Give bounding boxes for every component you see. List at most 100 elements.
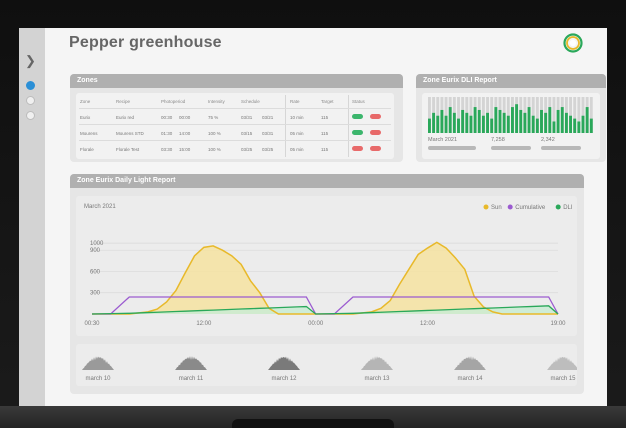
timeline-day-sparkline[interactable] xyxy=(547,356,577,370)
dli-bar-bg xyxy=(469,97,473,133)
dli-bar xyxy=(481,115,485,133)
dli-bar-bg xyxy=(444,97,448,133)
timeline-date-label[interactable]: march 12 xyxy=(271,376,297,382)
row-divider xyxy=(79,108,391,109)
timeline-day-sparkline[interactable] xyxy=(361,356,393,370)
zone-status-pill[interactable] xyxy=(352,146,363,151)
zone-name: Florale xyxy=(80,147,94,152)
sidebar-item-1[interactable] xyxy=(26,81,35,90)
daily-light-chart: March 2021 300 600 900 1000 00:30 12:00 00:00 1… xyxy=(76,196,577,336)
zone-rate: 05 min xyxy=(290,147,304,152)
zone-photoperiod-start: 01:30 xyxy=(161,131,173,136)
dli-month: March 2021 xyxy=(428,137,458,143)
zones-col-header: Target xyxy=(321,99,334,104)
timeline-date-label[interactable]: march 11 xyxy=(179,376,204,382)
zone-schedule-end: 03/21 xyxy=(262,115,274,120)
legend-swatch xyxy=(483,204,489,210)
zone-schedule-start: 03/15 xyxy=(241,131,253,136)
zone-recipe: Mourens STD xyxy=(116,131,144,136)
dli-bar xyxy=(544,112,548,133)
timeline-day-sparkline[interactable] xyxy=(454,356,486,370)
dli-bar xyxy=(585,107,589,133)
dli-bar-bg xyxy=(535,97,539,133)
timeline-day-sparkline[interactable] xyxy=(82,356,114,370)
zone-name: Mourens xyxy=(80,131,98,136)
zones-col-header: Photoperiod xyxy=(161,99,186,104)
y-tick-label: 600 xyxy=(90,269,101,275)
x-tick-label: 00:00 xyxy=(308,321,324,327)
zone-status-pill[interactable] xyxy=(352,130,363,135)
zone-recipe: Eurix red xyxy=(116,115,135,120)
timeline-date-label[interactable]: march 13 xyxy=(364,376,390,382)
dli-bar xyxy=(577,121,581,133)
dli-bar-bg xyxy=(481,97,485,133)
zone-status-pill[interactable] xyxy=(352,114,363,119)
dli-stat-avg: 2,342 xyxy=(541,137,555,143)
dli-stat-total: 7,258 xyxy=(491,137,505,143)
zones-col-header: Intensity xyxy=(208,99,225,104)
dli-bar-bg xyxy=(531,97,535,133)
daily-light-report-panel: Zone Eurix Daily Light Report March 2021… xyxy=(70,174,584,394)
timeline-date-label[interactable]: march 14 xyxy=(457,376,483,382)
zones-panel: Zones Zone Recipe Photoperiod Intensity Sche… xyxy=(70,74,403,162)
dli-bar xyxy=(498,109,502,133)
zones-col-header: Zone xyxy=(80,99,91,104)
zone-status-pill[interactable] xyxy=(370,130,381,135)
dli-report-title: Zone Eurix DLI Report xyxy=(416,74,606,88)
timeline-day-sparkline[interactable] xyxy=(175,356,207,370)
dli-placeholder-bar xyxy=(491,146,531,150)
zone-recipe: Florale Test xyxy=(116,147,140,152)
zone-schedule-end: 03/25 xyxy=(262,147,274,152)
row-divider xyxy=(79,124,391,125)
sidebar: ❯ xyxy=(19,28,45,406)
dli-bar xyxy=(440,109,444,133)
dli-bar-bg xyxy=(577,97,581,133)
zone-status-pill[interactable] xyxy=(370,146,381,151)
dli-bar-bg xyxy=(573,97,577,133)
dli-bar-bg xyxy=(552,97,556,133)
dli-bar xyxy=(523,112,527,133)
zones-panel-title: Zones xyxy=(70,74,403,88)
legend-swatch xyxy=(555,204,561,210)
zone-photoperiod-end: 15:00 xyxy=(179,147,191,152)
chevron-right-icon[interactable]: ❯ xyxy=(25,53,36,68)
timeline-day-sparkline[interactable] xyxy=(268,356,300,370)
x-tick-label: 19:00 xyxy=(550,321,566,327)
legend-label: Sun xyxy=(491,205,502,211)
dli-bar xyxy=(486,112,490,133)
dli-bar xyxy=(515,104,519,133)
dli-bar xyxy=(432,112,436,133)
dli-bar xyxy=(469,115,473,133)
dli-bar xyxy=(494,107,498,133)
sidebar-item-2[interactable] xyxy=(26,96,35,105)
timeline-date-label[interactable]: march 10 xyxy=(85,376,111,382)
zone-status-pill[interactable] xyxy=(370,114,381,119)
x-tick-label: 00:30 xyxy=(84,321,100,327)
dli-bar-bg xyxy=(581,97,585,133)
dli-bar xyxy=(506,115,510,133)
zone-name: Eurix xyxy=(80,115,91,120)
dli-placeholder-bar xyxy=(428,146,476,150)
dli-bar-bg xyxy=(436,97,440,133)
timeline-date-label[interactable]: march 15 xyxy=(550,376,576,382)
app-screen: ❯ Pepper greenhouse Zones Zone Recipe Phot… xyxy=(19,28,607,406)
dli-bar xyxy=(448,107,452,133)
dli-bar xyxy=(540,109,543,133)
dli-bar xyxy=(490,118,494,133)
timeline-sparkline: march 10 march 11 march 12 march 13 march 14… xyxy=(82,356,577,382)
dli-bar xyxy=(461,109,465,133)
sidebar-item-3[interactable] xyxy=(26,111,35,120)
zone-intensity: 100 % xyxy=(208,131,221,136)
dli-bar xyxy=(581,115,585,133)
dli-bar xyxy=(589,118,593,133)
date-timeline[interactable]: march 10 march 11 march 12 march 13 march 14… xyxy=(76,344,577,386)
dli-bar-bg xyxy=(506,97,510,133)
dli-bar xyxy=(452,112,456,133)
dli-bar xyxy=(473,107,477,133)
zones-col-header: Recipe xyxy=(116,99,131,104)
legend-label: Cumulative xyxy=(515,205,546,211)
zone-rate: 10 min xyxy=(290,115,304,120)
dli-bar-bg xyxy=(589,97,593,133)
y-tick-label: 300 xyxy=(90,291,101,297)
